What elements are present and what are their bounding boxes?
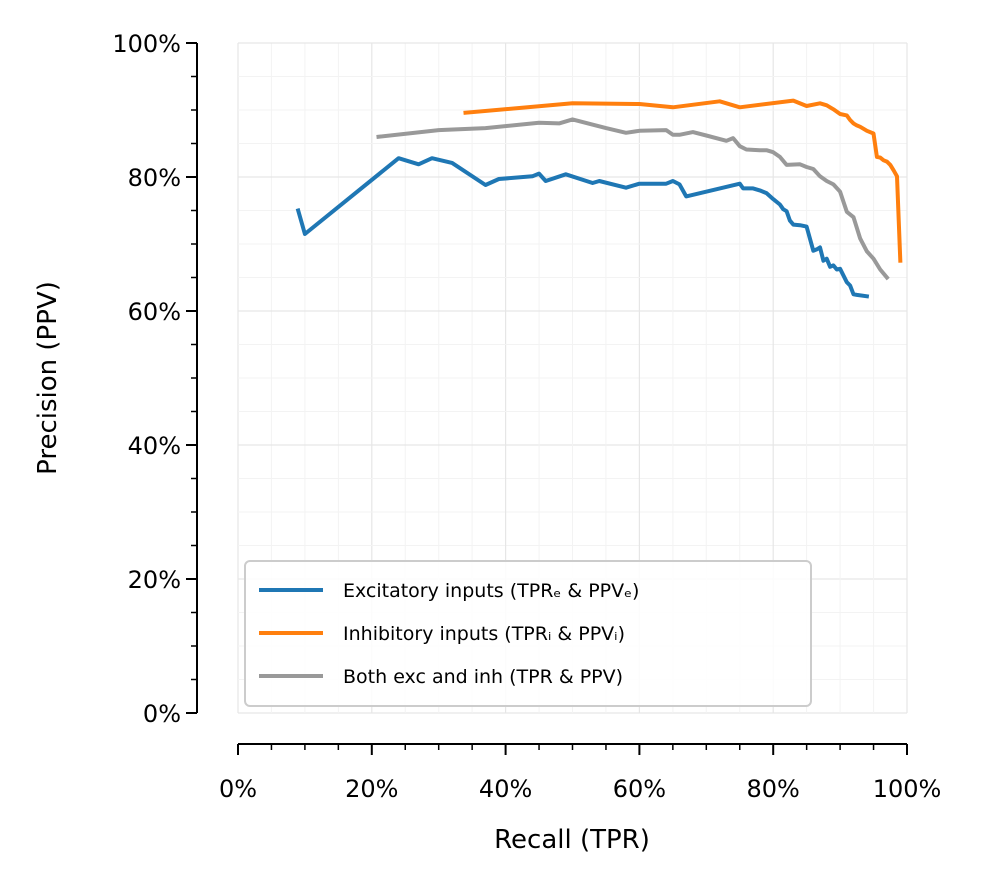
legend-label: Both exc and inh (TPR & PPV) bbox=[343, 666, 623, 688]
y-tick-label: 100% bbox=[112, 30, 181, 58]
series-line-3 bbox=[376, 117, 890, 281]
legend-box bbox=[244, 560, 812, 707]
series-layer bbox=[295, 98, 903, 299]
x-tick-label: 80% bbox=[747, 775, 800, 803]
axes: 0% 20% 40% 60% 80% 100% 0% 20% 40% 60% 80% 100% bbox=[112, 30, 941, 803]
legend-label: Excitatory inputs (TPRₑ & PPVₑ) bbox=[343, 580, 639, 602]
y-tick-label: 40% bbox=[128, 432, 181, 460]
y-axis-title: Precision (PPV) bbox=[33, 281, 63, 475]
x-axis-title: Recall (TPR) bbox=[494, 825, 650, 855]
x-tick-label: 0% bbox=[219, 775, 257, 803]
x-tick-label: 20% bbox=[345, 775, 398, 803]
x-tick-label: 40% bbox=[479, 775, 532, 803]
x-tick-label: 60% bbox=[613, 775, 666, 803]
series-line-1 bbox=[295, 156, 870, 299]
y-tick-label: 80% bbox=[128, 164, 181, 192]
y-tick-label: 60% bbox=[128, 298, 181, 326]
x-tick-label: 100% bbox=[873, 775, 942, 803]
series-line-2 bbox=[463, 98, 903, 263]
y-tick-label: 20% bbox=[128, 566, 181, 594]
y-tick-label: 0% bbox=[143, 700, 181, 728]
legend-label: Inhibitory inputs (TPRᵢ & PPVᵢ) bbox=[343, 623, 625, 645]
legend: Excitatory inputs (TPRₑ & PPVₑ) Inhibitor… bbox=[244, 560, 812, 707]
